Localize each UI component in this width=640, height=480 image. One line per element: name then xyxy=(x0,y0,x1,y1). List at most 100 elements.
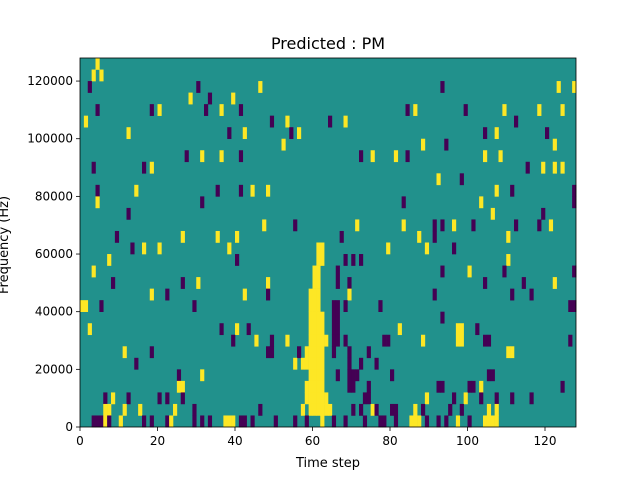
cell-low xyxy=(258,403,263,416)
cell-high xyxy=(304,357,309,370)
cell-low xyxy=(568,300,577,312)
cell-low xyxy=(405,150,410,163)
cell-high xyxy=(242,288,247,301)
cell-low xyxy=(572,184,577,197)
cell-high xyxy=(312,334,317,347)
cell-high xyxy=(176,380,182,393)
cell-low xyxy=(486,369,492,382)
cell-high xyxy=(320,311,325,336)
cell-high xyxy=(308,288,313,312)
cell-low xyxy=(126,392,131,405)
cell-low xyxy=(436,415,441,428)
cell-low xyxy=(297,346,302,359)
cell-low xyxy=(331,334,337,347)
cell-low xyxy=(529,288,534,301)
cell-high xyxy=(254,334,259,347)
cell-low xyxy=(165,415,170,428)
cell-high xyxy=(266,277,271,289)
cell-low xyxy=(572,196,577,209)
cell-low xyxy=(494,392,499,405)
cell-high xyxy=(510,346,515,359)
cell-low xyxy=(231,334,236,347)
cell-high xyxy=(312,380,317,393)
cell-low xyxy=(343,254,348,266)
cell-low xyxy=(432,219,437,232)
cell-high xyxy=(506,346,511,359)
cell-high xyxy=(215,230,220,243)
cell-low xyxy=(114,230,120,243)
cell-low xyxy=(192,403,197,416)
cell-low xyxy=(362,392,368,405)
cell-high xyxy=(452,219,457,232)
cell-high xyxy=(281,138,286,151)
cell-high xyxy=(316,242,321,266)
y-axis-label: Frequency (Hz) xyxy=(0,196,12,294)
cell-high xyxy=(304,346,309,359)
cell-low xyxy=(207,415,213,428)
cell-high xyxy=(324,334,329,347)
cell-low xyxy=(510,392,515,405)
x-tick-label: 40 xyxy=(227,434,242,448)
cell-low xyxy=(362,415,368,428)
cell-low xyxy=(157,392,162,405)
cell-high xyxy=(308,346,313,359)
cell-low xyxy=(269,334,275,347)
cell-low xyxy=(192,415,197,428)
cell-low xyxy=(142,161,147,174)
y-tick-label: 60000 xyxy=(35,247,73,261)
cell-high xyxy=(560,104,565,116)
cell-high xyxy=(188,92,193,105)
cell-low xyxy=(560,380,565,393)
cell-high xyxy=(320,334,325,347)
cell-low xyxy=(366,380,371,393)
cell-low xyxy=(483,127,488,140)
cell-high xyxy=(417,415,422,428)
cell-low xyxy=(382,334,387,347)
cell-high xyxy=(316,288,321,312)
cell-low xyxy=(351,369,356,393)
cell-high xyxy=(320,403,325,416)
cell-low xyxy=(351,403,356,416)
cell-low xyxy=(99,300,104,312)
cell-low xyxy=(196,81,201,93)
cell-high xyxy=(285,334,290,347)
cell-low xyxy=(459,173,464,186)
cell-high xyxy=(308,380,313,393)
cell-high xyxy=(556,81,561,93)
x-tick-label: 20 xyxy=(150,434,165,448)
cell-high xyxy=(103,403,108,416)
cell-high xyxy=(421,334,426,347)
cell-high xyxy=(180,230,185,243)
cell-high xyxy=(494,415,499,428)
cell-low xyxy=(130,242,135,255)
cell-low xyxy=(242,415,247,428)
cells-layer xyxy=(80,58,577,428)
cell-high xyxy=(320,346,325,359)
cell-low xyxy=(444,138,449,151)
cell-low xyxy=(463,104,468,116)
cell-high xyxy=(413,415,418,428)
cell-low xyxy=(424,415,430,428)
cell-high xyxy=(304,392,309,405)
cell-high xyxy=(304,380,309,393)
cell-low xyxy=(149,415,154,428)
cell-low xyxy=(390,403,395,416)
cell-high xyxy=(200,150,205,163)
cell-low xyxy=(103,392,108,405)
cell-high xyxy=(312,403,317,416)
x-tick-label: 100 xyxy=(456,434,479,448)
cell-high xyxy=(149,288,154,301)
cell-high xyxy=(320,380,325,393)
cell-high xyxy=(483,415,488,428)
cell-high xyxy=(343,115,348,128)
cell-high xyxy=(316,311,321,336)
cell-low xyxy=(304,415,309,428)
plot-area xyxy=(79,57,577,428)
cell-low xyxy=(250,415,255,428)
cell-high xyxy=(122,403,127,416)
chart-title: Predicted : PM xyxy=(271,34,385,53)
cell-low xyxy=(343,415,348,428)
cell-low xyxy=(266,288,271,301)
cell-low xyxy=(378,415,383,428)
